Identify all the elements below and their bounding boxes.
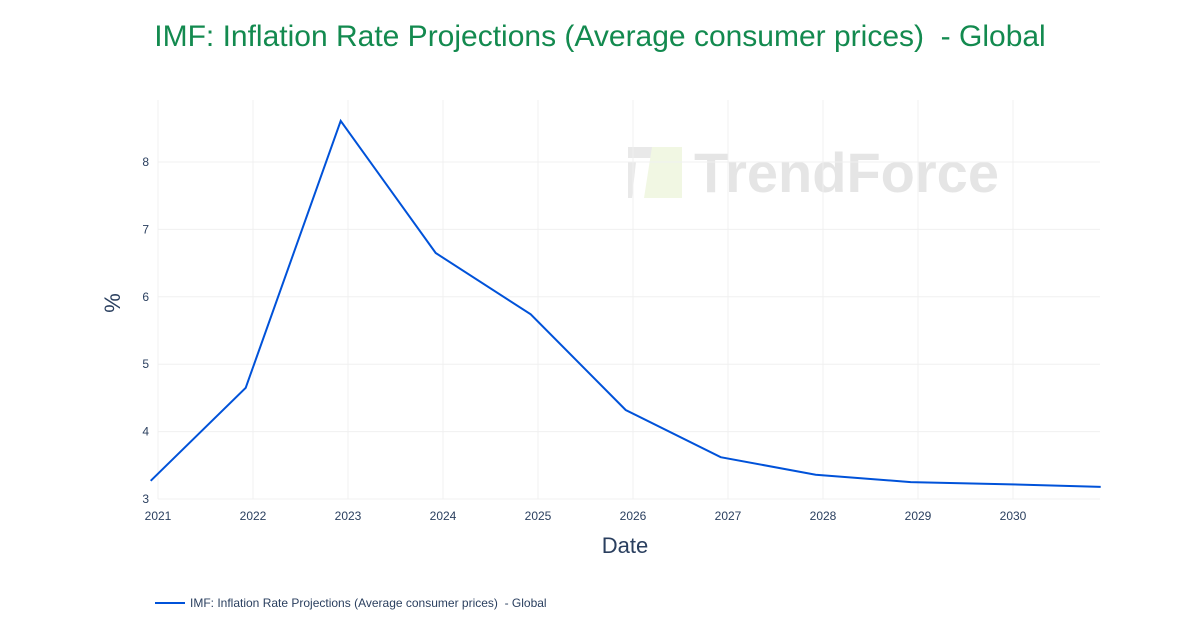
data-point[interactable] [622, 406, 630, 414]
data-point[interactable] [717, 453, 725, 461]
data-point[interactable] [812, 471, 820, 479]
x-tick-label: 2023 [335, 509, 362, 523]
y-tick-label: 3 [142, 492, 149, 506]
svg-text:TrendForce: TrendForce [694, 141, 999, 204]
x-tick-label: 2030 [1000, 509, 1027, 523]
x-tick-label: 2028 [810, 509, 837, 523]
data-point[interactable] [527, 310, 535, 318]
legend-label: IMF: Inflation Rate Projections (Average… [190, 596, 547, 610]
x-tick-label: 2026 [620, 509, 647, 523]
x-tick-label: 2027 [715, 509, 742, 523]
series-line [150, 118, 1101, 488]
data-point[interactable] [147, 477, 155, 485]
y-tick-label: 8 [142, 155, 149, 169]
trendforce-watermark-logo: TrendForce [628, 141, 999, 204]
x-tick-label: 2022 [240, 509, 267, 523]
y-tick-label: 6 [142, 290, 149, 304]
data-point[interactable] [242, 384, 250, 392]
legend-swatch [155, 602, 185, 604]
y-tick-label: 4 [142, 425, 149, 439]
y-tick-label: 7 [142, 222, 149, 236]
x-axis-title: Date [602, 533, 648, 558]
x-tick-label: 2021 [145, 509, 172, 523]
data-point[interactable] [337, 117, 345, 125]
x-tick-label: 2029 [905, 509, 932, 523]
data-point[interactable] [907, 478, 915, 486]
legend-item[interactable]: IMF: Inflation Rate Projections (Average… [155, 596, 547, 610]
y-axis-title: % [100, 293, 125, 313]
data-point[interactable] [1002, 480, 1010, 488]
data-point[interactable] [432, 249, 440, 257]
x-tick-label: 2025 [525, 509, 552, 523]
y-tick-label: 5 [142, 357, 149, 371]
data-point[interactable] [1097, 483, 1105, 491]
chart-title: IMF: Inflation Rate Projections (Average… [154, 20, 1046, 53]
x-tick-label: 2024 [430, 509, 457, 523]
